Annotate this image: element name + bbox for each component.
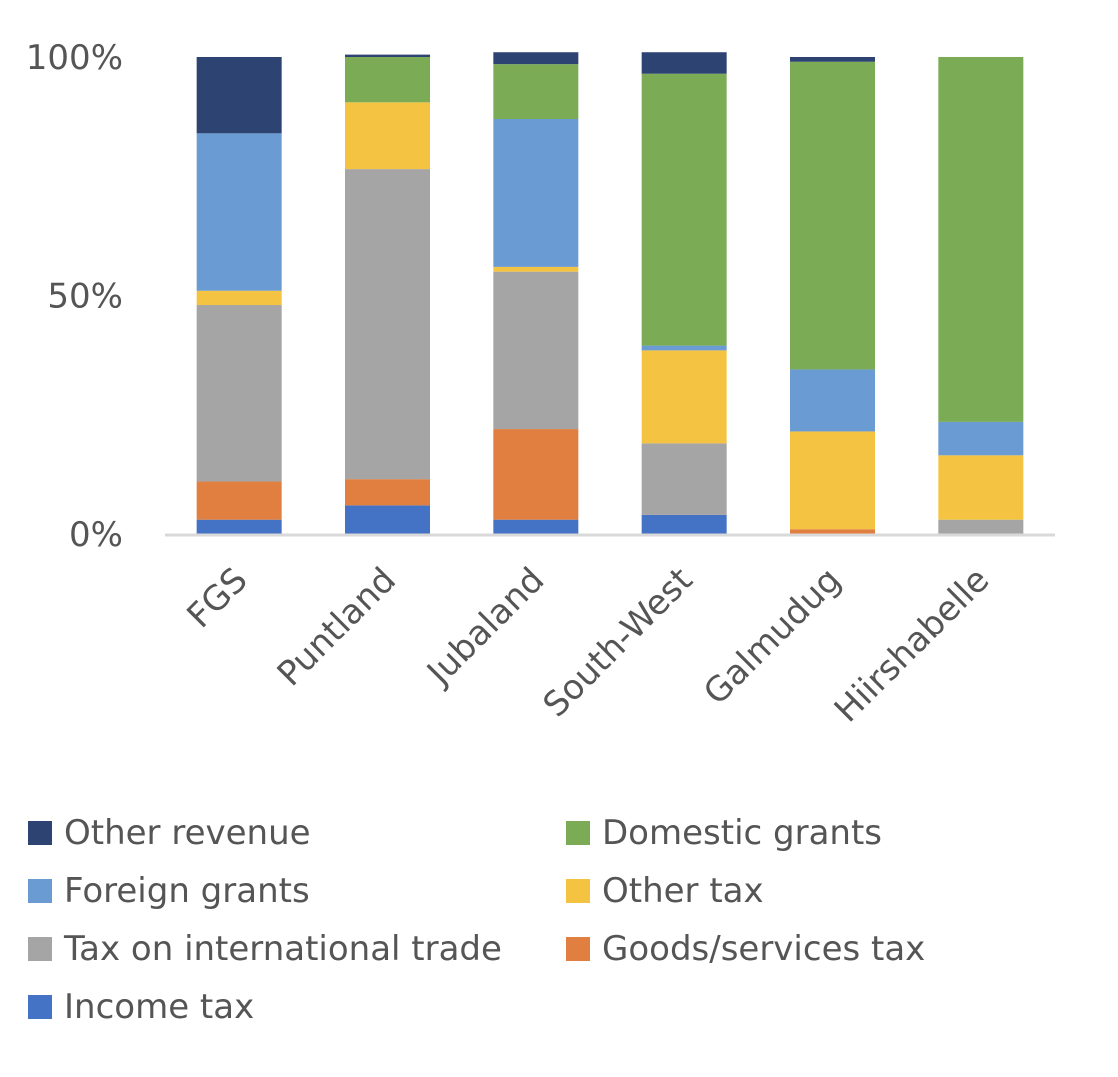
- x-tick-label: Jubaland: [418, 560, 552, 694]
- legend-swatch: [566, 879, 590, 903]
- legend-item: Income tax: [28, 986, 566, 1028]
- bar-segment-fgs-goods-services-tax: [196, 481, 282, 520]
- legend-item: Goods/services tax: [566, 928, 1066, 970]
- legend-swatch: [28, 995, 52, 1019]
- stacked-bar-chart: 0% 50% 100% FGS Puntland JubalandSouth-WestG…: [26, 38, 1055, 730]
- bar-segment-galmudug-domestic-grants: [790, 61, 875, 370]
- legend-label: Foreign grants: [64, 871, 310, 911]
- bar-segment-fgs-foreign-grants: [196, 133, 282, 291]
- x-tick-label: Galmudug: [696, 560, 849, 713]
- bar-segment-puntland-tax-on-international-trade: [345, 169, 430, 480]
- legend-item: Foreign grants: [28, 870, 566, 912]
- bar-segment-jubaland-domestic-grants: [493, 64, 579, 120]
- bar-segment-puntland-goods-services-tax: [345, 479, 430, 506]
- legend-label: Income tax: [64, 987, 255, 1027]
- bar-segment-south-west-income-tax: [641, 514, 727, 534]
- bar-segment-hiirshabelle-other-tax: [938, 455, 1024, 520]
- legend-item: Other tax: [566, 870, 1066, 912]
- bar-segment-south-west-other-tax: [641, 350, 727, 444]
- bar-segment-jubaland-tax-on-international-trade: [493, 271, 579, 430]
- bar-segment-fgs-other-revenue: [196, 57, 282, 134]
- bar-segment-south-west-foreign-grants: [641, 345, 727, 351]
- legend-swatch: [28, 821, 52, 845]
- bar-segment-south-west-tax-on-international-trade: [641, 443, 727, 515]
- x-category-labels: FGS Puntland JubalandSouth-WestGalmudugHii…: [180, 560, 998, 730]
- bar-segment-fgs-income-tax: [196, 519, 282, 534]
- legend-label: Goods/services tax: [602, 929, 926, 969]
- y-tick-labels: 0% 50% 100%: [26, 38, 123, 555]
- bar-segment-jubaland-other-tax: [493, 266, 579, 272]
- x-tick-label: FGS: [180, 560, 256, 636]
- bar-segment-galmudug-other-revenue: [790, 57, 875, 62]
- legend-swatch: [566, 937, 590, 961]
- bar-segment-hiirshabelle-domestic-grants: [938, 57, 1024, 422]
- bar-segment-puntland-other-tax: [345, 102, 430, 170]
- bar-segment-fgs-tax-on-international-trade: [196, 305, 282, 482]
- bar-segment-jubaland-other-revenue: [493, 52, 579, 65]
- legend-label: Other tax: [602, 871, 764, 911]
- legend-swatch: [28, 879, 52, 903]
- legend-label: Domestic grants: [602, 813, 883, 853]
- bar-segment-galmudug-foreign-grants: [790, 369, 875, 432]
- bar-segment-jubaland-goods-services-tax: [493, 429, 579, 520]
- legend: Other revenue Domestic grants Foreign gran…: [28, 812, 1088, 1028]
- bar-segment-south-west-other-revenue: [641, 52, 727, 74]
- y-tick-label: 100%: [26, 38, 123, 78]
- bar-segment-south-west-domestic-grants: [641, 73, 727, 346]
- bar-segment-puntland-domestic-grants: [345, 57, 430, 103]
- x-tick-label: South-West: [536, 560, 701, 725]
- bar-segment-jubaland-income-tax: [493, 519, 579, 534]
- legend-label: Other revenue: [64, 813, 311, 853]
- legend-label: Tax on international trade: [64, 929, 502, 969]
- x-tick-label: Hiirshabelle: [827, 560, 997, 730]
- bar-segment-puntland-income-tax: [345, 505, 430, 534]
- bars-group: [196, 52, 1024, 534]
- legend-swatch: [566, 821, 590, 845]
- bar-segment-jubaland-foreign-grants: [493, 119, 579, 267]
- legend-item: Other revenue: [28, 812, 566, 854]
- x-tick-label: Puntland: [270, 560, 404, 694]
- y-tick-label: 50%: [47, 277, 123, 317]
- y-tick-label: 0%: [69, 515, 123, 555]
- legend-item: Domestic grants: [566, 812, 1066, 854]
- bar-segment-puntland-other-revenue: [345, 54, 430, 57]
- legend-item: Tax on international trade: [28, 928, 566, 970]
- legend-swatch: [28, 937, 52, 961]
- bar-segment-galmudug-other-tax: [790, 431, 875, 530]
- bar-segment-hiirshabelle-tax-on-international-trade: [938, 519, 1024, 534]
- bar-segment-galmudug-goods-services-tax: [790, 529, 875, 534]
- bar-segment-hiirshabelle-foreign-grants: [938, 421, 1024, 456]
- bar-segment-fgs-other-tax: [196, 290, 282, 306]
